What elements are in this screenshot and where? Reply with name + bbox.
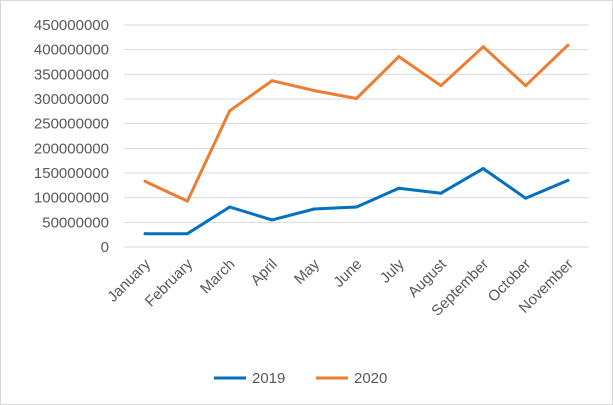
- x-tick-label: March: [197, 256, 238, 297]
- y-tick-label: 450000000: [34, 17, 109, 34]
- y-axis-tick-labels: 0 50000000 100000000 150000000 200000000 2500…: [34, 17, 109, 256]
- data-point-2019: [481, 167, 485, 171]
- legend: 2019 2020: [214, 370, 387, 387]
- data-point-2019: [397, 186, 401, 190]
- data-point-2019: [143, 232, 147, 236]
- y-tick-label: 200000000: [34, 140, 109, 157]
- data-point-2019: [312, 207, 316, 211]
- data-point-2020: [228, 109, 232, 113]
- data-point-2020: [481, 45, 485, 49]
- y-tick-label: 250000000: [34, 116, 109, 133]
- data-point-2019: [524, 196, 528, 200]
- data-point-2019: [270, 218, 274, 222]
- data-point-2020: [355, 97, 358, 101]
- series-line-2019: [143, 167, 570, 236]
- legend-label-2020: 2020: [354, 370, 387, 387]
- data-point-2019: [355, 205, 358, 209]
- x-tick-label: July: [377, 255, 408, 286]
- y-tick-label: 50000000: [42, 214, 109, 231]
- data-point-2020: [270, 79, 274, 83]
- data-point-2020: [566, 43, 570, 47]
- y-tick-label: 0: [101, 239, 109, 256]
- series-lines: [143, 43, 570, 236]
- x-tick-label: April: [248, 256, 281, 289]
- gridlines: [124, 24, 589, 248]
- data-point-2019: [228, 205, 232, 209]
- data-point-2020: [185, 199, 189, 203]
- legend-label-2019: 2019: [252, 370, 285, 387]
- y-tick-label: 100000000: [34, 190, 109, 207]
- series-line-2020: [143, 43, 570, 203]
- data-point-2019: [439, 191, 443, 195]
- data-point-2020: [439, 84, 443, 88]
- data-point-2019: [185, 232, 189, 236]
- x-tick-label: June: [330, 256, 365, 291]
- x-tick-label: May: [291, 255, 323, 287]
- y-tick-label: 400000000: [34, 42, 109, 59]
- data-point-2019: [566, 178, 570, 182]
- data-point-2020: [397, 55, 401, 59]
- x-tick-label: February: [142, 255, 197, 310]
- data-point-2020: [524, 84, 528, 88]
- y-tick-label: 350000000: [34, 66, 109, 83]
- y-tick-label: 300000000: [34, 91, 109, 108]
- data-point-2020: [143, 179, 147, 183]
- y-tick-label: 150000000: [34, 165, 109, 182]
- data-point-2020: [312, 89, 316, 93]
